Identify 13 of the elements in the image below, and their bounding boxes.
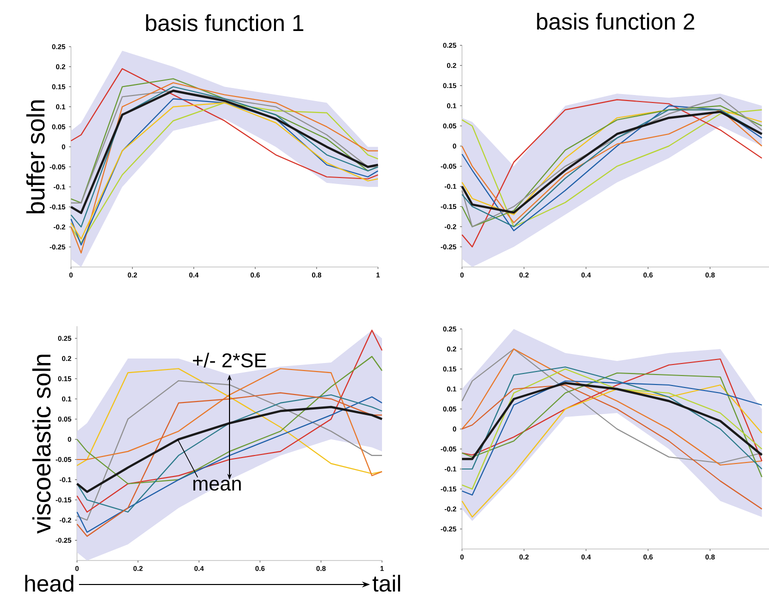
chart-title: basis function 1 — [146, 14, 304, 32]
line-series — [70, 68, 379, 180]
text: head — [25, 574, 74, 592]
line-series — [76, 406, 384, 493]
line-series — [76, 394, 383, 513]
y-axis-title: buffer soln — [26, 100, 45, 214]
line-series — [460, 382, 763, 460]
line-series — [76, 330, 383, 513]
chart-title: basis function 2 — [537, 12, 694, 30]
annotation: +/- 2*SE — [192, 352, 266, 368]
y-axis-title: viscoelastic soln — [32, 354, 51, 534]
annotation: mean — [193, 480, 241, 491]
text: tail — [372, 574, 400, 592]
